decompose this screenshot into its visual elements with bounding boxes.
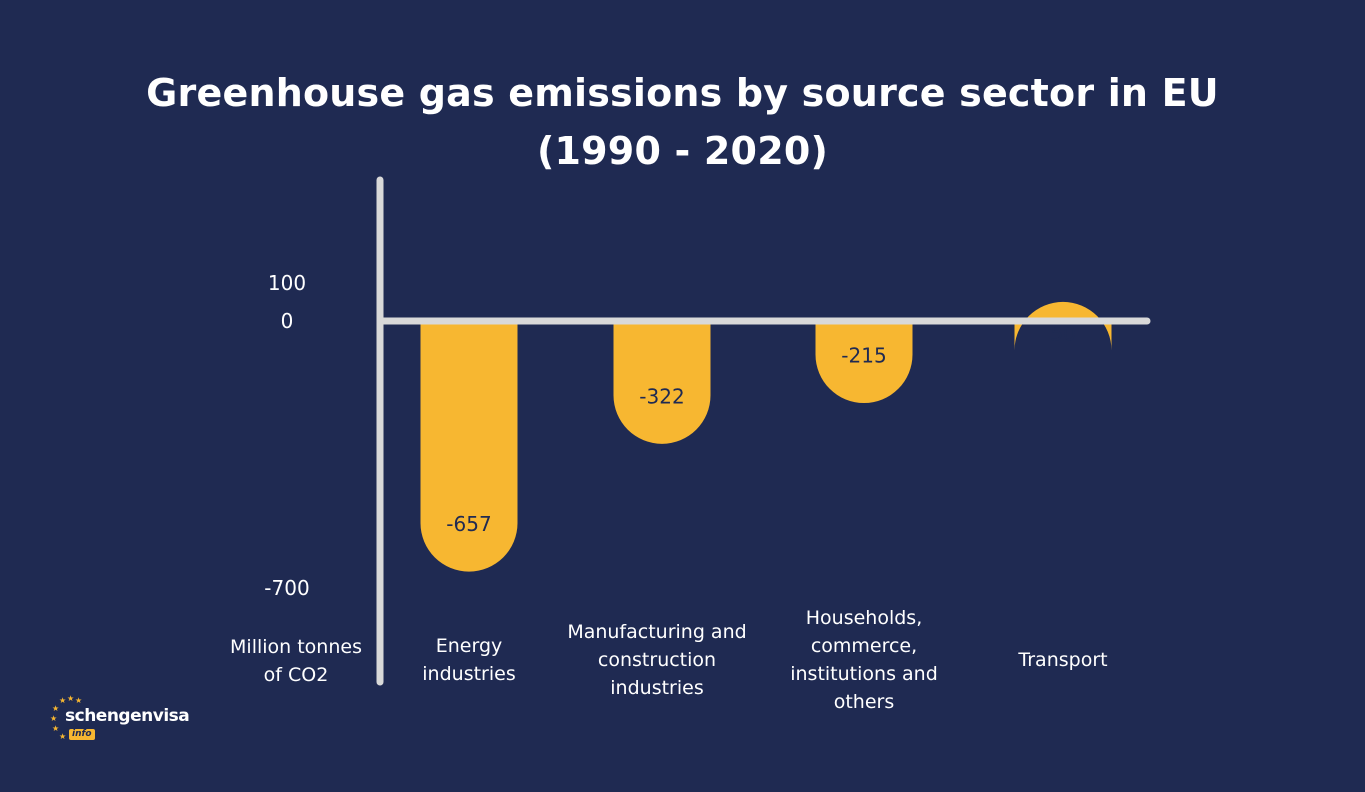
logo-brand: schengenvisa — [65, 706, 190, 726]
bar-1 — [613, 321, 711, 444]
y-tick-label-0: 100 — [268, 271, 306, 295]
svg-text:★: ★ — [59, 732, 66, 741]
y-tick-label-2: -700 — [264, 576, 309, 600]
chart-title: Greenhouse gas emissions by source secto… — [0, 64, 1365, 180]
svg-text:★: ★ — [50, 714, 57, 723]
bar-0 — [420, 321, 518, 572]
data-label-2: -215 — [841, 344, 886, 368]
data-label-3: 50 — [1050, 321, 1075, 345]
data-label-1: -322 — [639, 384, 684, 408]
bar-3 — [1014, 301, 1112, 351]
svg-text:★: ★ — [67, 694, 74, 703]
svg-text:★: ★ — [75, 696, 82, 705]
data-label-0: -657 — [446, 512, 491, 536]
y-axis-unit-label-line-0: Million tonnes — [230, 636, 362, 658]
bar-2 — [815, 321, 913, 404]
category-label-1-line-0: Manufacturing and — [567, 621, 746, 643]
svg-text:★: ★ — [59, 696, 66, 705]
svg-text:★: ★ — [52, 704, 59, 713]
chart-title-line-1: Greenhouse gas emissions by source secto… — [146, 71, 1219, 115]
category-label-1-line-1: construction — [598, 649, 716, 671]
y-tick-label-1: 0 — [281, 309, 294, 333]
category-label-1-line-2: industries — [610, 677, 703, 699]
category-label-2-line-0: Households, — [806, 607, 923, 629]
svg-text:★: ★ — [52, 724, 59, 733]
chart-title-line-2: (1990 - 2020) — [536, 129, 829, 173]
category-label-2-line-2: institutions and — [790, 663, 938, 685]
logo-badge: info — [69, 729, 95, 740]
eu-stars-icon: ★ ★ ★ ★ ★ ★ ★ — [50, 694, 82, 741]
category-label-0-line-0: Energy — [436, 635, 503, 657]
category-label-2-line-1: commerce, — [811, 635, 917, 657]
category-label-3-line-0: Transport — [1017, 649, 1107, 671]
schengenvisa-logo: ★ ★ ★ ★ ★ ★ ★ schengenvisa info — [50, 694, 200, 744]
category-label-0-line-1: industries — [422, 663, 515, 685]
y-axis-unit-label-line-1: of CO2 — [264, 664, 329, 686]
category-label-2-line-3: others — [834, 691, 895, 713]
